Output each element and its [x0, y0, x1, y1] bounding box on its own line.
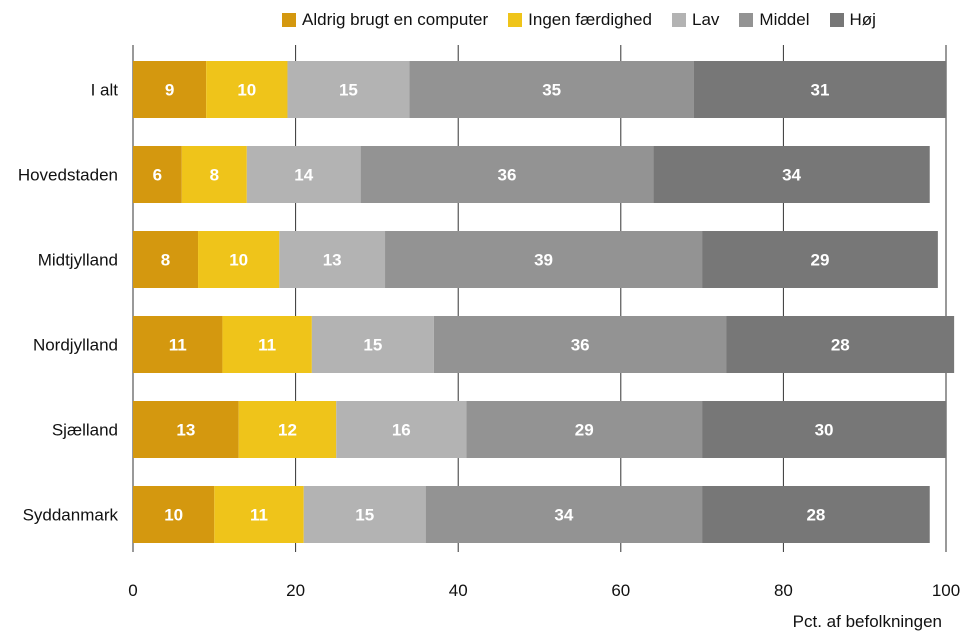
data-label: 16: [392, 421, 411, 440]
data-label: 11: [169, 336, 187, 355]
data-label: 14: [294, 166, 313, 185]
legend-item: Middel: [739, 10, 810, 30]
legend-item: Aldrig brugt en computer: [282, 10, 488, 30]
data-label: 36: [498, 166, 517, 185]
legend-swatch: [829, 13, 844, 27]
bar-segment: [133, 401, 239, 458]
bar-segment: [702, 486, 930, 543]
legend-swatch: [671, 13, 686, 27]
x-tick-label: 40: [449, 581, 468, 600]
bar-segment: [385, 231, 703, 288]
bar-segment: [433, 316, 727, 373]
bar-segment: [133, 61, 207, 118]
bar-segment: [693, 61, 946, 118]
legend-swatch: [739, 13, 754, 27]
bar-segment: [133, 486, 215, 543]
bar-segment: [222, 316, 312, 373]
data-label: 39: [534, 251, 553, 270]
data-label: 36: [571, 336, 590, 355]
legend-label: Høj: [849, 10, 876, 29]
legend-swatch: [508, 13, 523, 27]
legend-item: Lav: [671, 10, 720, 30]
x-tick-label: 20: [286, 581, 305, 600]
data-label: 15: [363, 336, 382, 355]
bar-segment: [287, 61, 410, 118]
legend-item: Høj: [829, 10, 876, 30]
data-label: 28: [831, 336, 850, 355]
bar-segment: [336, 401, 467, 458]
data-label: 12: [278, 421, 297, 440]
x-tick-label: 60: [611, 581, 630, 600]
x-tick-label: 0: [128, 581, 137, 600]
bar-segment: [360, 146, 654, 203]
category-label: I alt: [91, 81, 119, 100]
data-label: 30: [815, 421, 834, 440]
data-label: 10: [237, 81, 256, 100]
data-label: 28: [806, 506, 825, 525]
x-tick-label: 80: [774, 581, 793, 600]
bar-segment: [133, 316, 223, 373]
bar-segment: [214, 486, 304, 543]
data-label: 35: [542, 81, 561, 100]
bar-segment: [206, 61, 288, 118]
legend-label: Middel: [759, 10, 810, 29]
bar-segment: [425, 486, 703, 543]
legend-swatch: [282, 13, 296, 27]
data-label: 15: [339, 81, 358, 100]
data-label: 29: [575, 421, 594, 440]
data-label: 6: [153, 166, 162, 185]
data-label: 11: [258, 336, 276, 355]
bar-segment: [466, 401, 703, 458]
bar-segment: [238, 401, 337, 458]
bar-segment: [133, 146, 182, 203]
bar-segment: [702, 401, 946, 458]
bar-segment: [279, 231, 386, 288]
bar-segment: [409, 61, 694, 118]
data-label: 11: [250, 506, 268, 525]
x-tick-label: 100: [932, 581, 960, 600]
bar-segment: [311, 316, 434, 373]
category-label: Nordjylland: [33, 336, 118, 355]
bars: 9 10 15 35 31 6 8 14 36 34 8 10 13 39 29 11 11 15 36 28 13 12…: [133, 61, 955, 543]
legend-label: Aldrig brugt en computer: [302, 10, 489, 29]
data-label: 34: [782, 166, 801, 185]
legend-label: Lav: [691, 10, 720, 29]
legend: Aldrig brugt en computer Ingen færdighed L…: [282, 8, 876, 32]
bar-segment: [653, 146, 930, 203]
x-axis-title: Pct. af befolkningen: [792, 612, 942, 631]
x-tick-labels: 0 20 40 60 80 100: [128, 581, 960, 600]
category-label: Syddanmark: [23, 506, 119, 525]
data-label: 9: [165, 81, 174, 100]
category-label: Sjælland: [52, 421, 118, 440]
bar-segment: [303, 486, 426, 543]
bar-segment: [726, 316, 955, 373]
bar-segment: [246, 146, 361, 203]
category-label: Hovedstaden: [18, 166, 118, 185]
data-label: 10: [229, 251, 248, 270]
legend-item: Ingen færdighed: [508, 10, 652, 30]
data-label: 10: [164, 506, 183, 525]
bar-segment: [198, 231, 280, 288]
bar-segment: [181, 146, 247, 203]
gridlines: [132, 45, 947, 552]
data-label: 13: [323, 251, 342, 270]
data-label: 8: [210, 166, 219, 185]
bar-segment: [702, 231, 938, 288]
data-label: 31: [811, 81, 830, 100]
data-label: 15: [355, 506, 374, 525]
data-label: 29: [811, 251, 830, 270]
data-label: 34: [554, 506, 573, 525]
data-label: 8: [161, 251, 170, 270]
category-labels: I alt Hovedstaden Midtjylland Nordjylland Sj…: [18, 81, 119, 525]
category-label: Midtjylland: [38, 251, 118, 270]
data-label: 13: [176, 421, 195, 440]
legend-label: Ingen færdighed: [528, 10, 652, 29]
bar-segment: [133, 231, 199, 288]
